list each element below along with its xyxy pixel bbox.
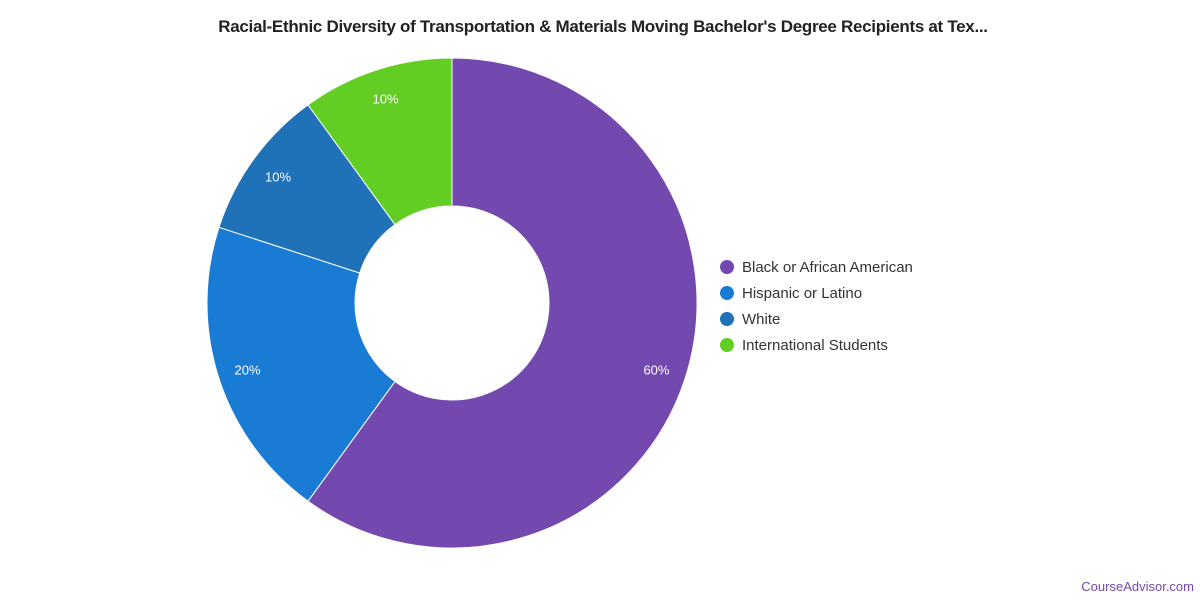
legend-item: White: [720, 306, 913, 332]
credit-link[interactable]: CourseAdvisor.com: [1081, 579, 1194, 594]
legend-item: Black or African American: [720, 254, 913, 280]
slice-black-or-african-american: [307, 57, 698, 549]
legend-swatch: [720, 260, 734, 274]
slice-hispanic-or-latino: [206, 226, 396, 502]
legend-item: International Students: [720, 332, 913, 358]
legend-label: White: [742, 310, 781, 328]
legend: Black or African American Hispanic or La…: [720, 254, 913, 358]
chart-title: Racial-Ethnic Diversity of Transportatio…: [218, 17, 988, 36]
legend-item: Hispanic or Latino: [720, 280, 913, 306]
data-label: 60%: [643, 362, 669, 377]
legend-label: International Students: [742, 336, 888, 354]
legend-label: Black or African American: [742, 258, 913, 276]
data-label: 10%: [265, 170, 291, 185]
legend-label: Hispanic or Latino: [742, 284, 863, 302]
data-label: 20%: [235, 362, 261, 377]
legend-swatch: [720, 286, 734, 300]
slice-international-students: [307, 57, 453, 226]
legend-swatch: [720, 338, 734, 352]
legend-swatch: [720, 312, 734, 326]
data-label: 10%: [373, 92, 399, 107]
